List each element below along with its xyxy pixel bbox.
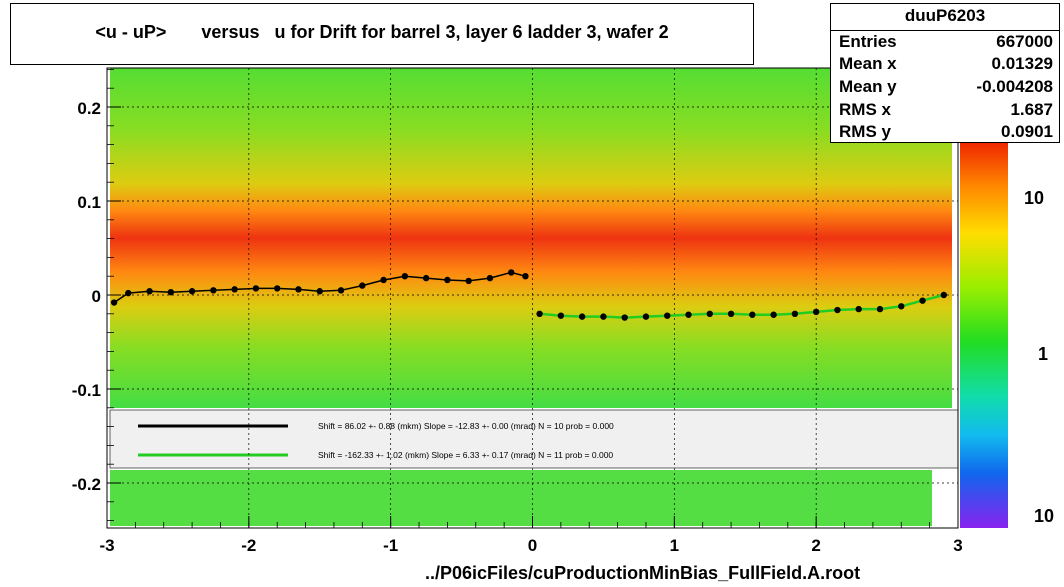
colorbar-tick-10-exp: 10 xyxy=(1034,506,1054,526)
data-point xyxy=(252,285,260,292)
data-point xyxy=(898,303,905,310)
data-point xyxy=(316,288,323,295)
x-axis: -3 -2 -1 0 1 2 3 xyxy=(99,516,963,555)
data-point xyxy=(274,285,281,292)
data-point xyxy=(295,286,302,293)
x-axis-label: ../P06icFiles/cuProductionMinBias_FullFi… xyxy=(425,563,861,583)
data-point xyxy=(444,276,451,284)
data-point xyxy=(600,313,607,320)
data-point xyxy=(727,310,735,317)
stats-label: RMS x xyxy=(839,100,891,119)
data-point xyxy=(855,305,862,313)
data-point xyxy=(812,308,820,316)
data-point xyxy=(401,273,409,280)
legend-text-black: Shift = 86.02 +- 0.88 (mkm) Slope = -12.… xyxy=(318,421,614,431)
y-tick-label: -0.1 xyxy=(72,381,101,400)
data-point xyxy=(167,288,175,296)
data-point xyxy=(188,288,196,295)
data-point xyxy=(791,310,799,317)
stats-label: Entries xyxy=(839,32,897,51)
x-tick-label: 2 xyxy=(811,536,820,555)
stats-row-entries: Entries 667000 xyxy=(839,32,1053,54)
x-tick-label: -2 xyxy=(241,536,256,555)
data-point xyxy=(231,286,238,293)
x-tick-label: 3 xyxy=(953,536,962,555)
stats-value: -0.004208 xyxy=(976,77,1053,96)
data-point xyxy=(508,269,515,276)
series-line-1 xyxy=(539,293,945,319)
data-point xyxy=(210,287,217,294)
y-tick-label: 0.2 xyxy=(77,99,101,118)
data-point xyxy=(557,312,565,319)
colorbar-tick-1: 1 xyxy=(1038,344,1048,364)
x-tick-label: -3 xyxy=(99,536,114,555)
stats-name: duuP6203 xyxy=(831,6,1059,31)
grid-lines xyxy=(107,68,958,528)
stats-row-mean-y: Mean y -0.004208 xyxy=(839,77,1053,99)
colorbar-tick-10: 10 xyxy=(1024,188,1044,208)
stats-value: 1.687 xyxy=(1010,100,1053,119)
data-point xyxy=(146,288,153,295)
data-point xyxy=(422,274,430,282)
data-point xyxy=(486,274,494,282)
y-tick-label: 0 xyxy=(92,287,101,306)
data-series xyxy=(110,269,948,321)
y-tick-label: -0.2 xyxy=(72,475,101,494)
stats-value: 0.0901 xyxy=(1001,122,1053,141)
data-point xyxy=(876,305,884,313)
heatmap-band-lower xyxy=(110,470,932,526)
stats-label: RMS y xyxy=(839,122,891,141)
data-point xyxy=(337,287,345,294)
data-point xyxy=(110,299,118,306)
data-point xyxy=(770,311,777,318)
heatmap-band-upper xyxy=(110,68,952,408)
stats-row-rms-y: RMS y 0.0901 xyxy=(839,122,1053,144)
data-point xyxy=(834,306,841,314)
stats-row-mean-x: Mean x 0.01329 xyxy=(839,54,1053,76)
title-box: <u - uP> versus u for Drift for barrel 3… xyxy=(10,3,754,65)
stats-box: duuP6203 Entries 667000 Mean x 0.01329 M… xyxy=(830,3,1060,143)
x-tick-label: 1 xyxy=(670,536,679,555)
data-point xyxy=(359,282,366,289)
x-tick-label: 0 xyxy=(528,536,537,555)
data-point xyxy=(642,313,650,320)
stats-label: Mean x xyxy=(839,54,897,73)
data-point xyxy=(749,311,756,318)
stats-value: 0.01329 xyxy=(991,54,1053,73)
data-point xyxy=(706,310,713,317)
stats-label: Mean y xyxy=(839,77,897,96)
data-point xyxy=(465,277,472,285)
data-point xyxy=(522,273,529,280)
data-point xyxy=(621,314,628,321)
y-axis: -0.2 -0.1 0 0.1 0.2 xyxy=(72,69,121,521)
x-tick-label: -1 xyxy=(383,536,398,555)
data-point xyxy=(664,312,671,319)
legend-text-green: Shift = -162.33 +- 1.02 (mkm) Slope = 6.… xyxy=(318,450,613,460)
data-point xyxy=(578,313,586,320)
data-point xyxy=(125,289,132,297)
chart-title: <u - uP> versus u for Drift for barrel 3… xyxy=(95,22,669,42)
data-point xyxy=(685,311,692,318)
data-point xyxy=(380,276,387,284)
colorbar xyxy=(960,140,1008,528)
data-point xyxy=(940,291,948,299)
y-tick-label: 0.1 xyxy=(77,193,101,212)
data-point xyxy=(536,310,543,317)
data-point xyxy=(919,297,926,304)
stats-row-rms-x: RMS x 1.687 xyxy=(839,100,1053,122)
stats-value: 667000 xyxy=(996,32,1053,51)
